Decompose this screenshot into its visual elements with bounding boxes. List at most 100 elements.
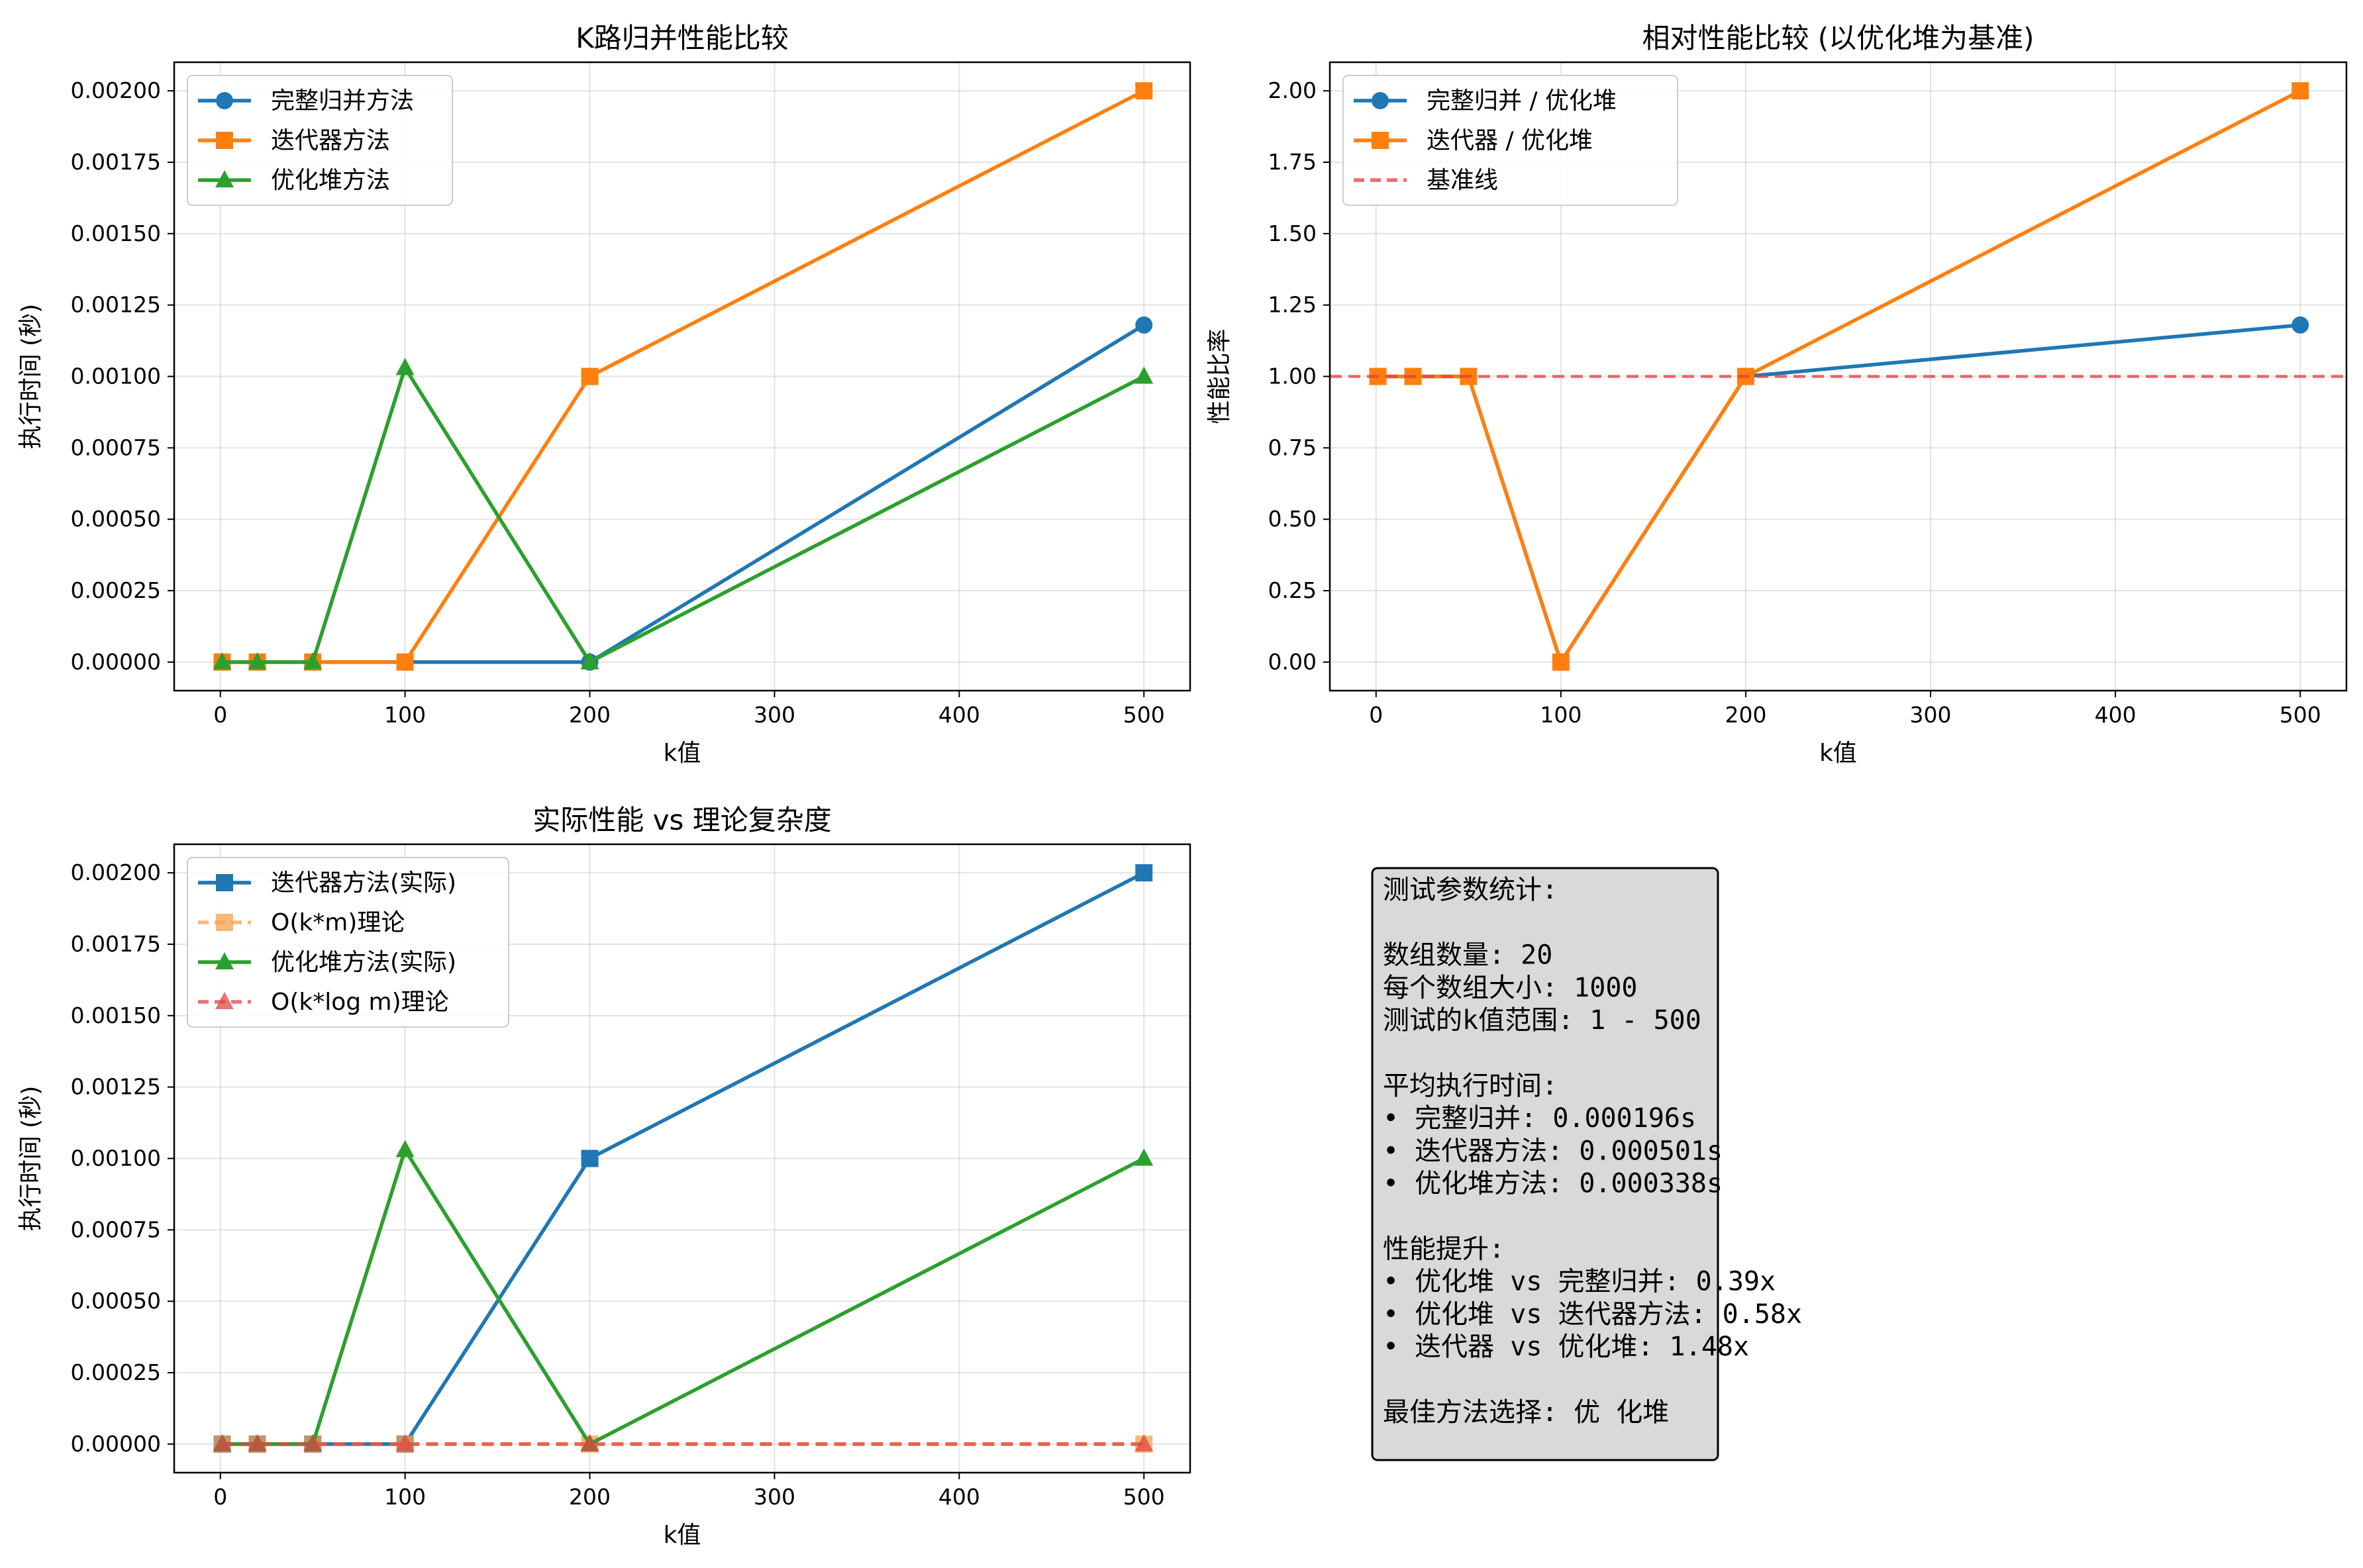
x-tick-label: 300 xyxy=(754,1484,795,1510)
data-point xyxy=(213,652,232,669)
x-tick-label: 0 xyxy=(213,1484,227,1510)
ticks: 0 100 200 300 400 500 0.00 0.25 0.50 0.75 1.00 1.25… xyxy=(1268,77,2321,728)
legend-marker xyxy=(216,874,233,891)
x-tick-label: 200 xyxy=(569,1484,611,1510)
series-line-0 xyxy=(222,323,1145,664)
y-tick-label: 2.00 xyxy=(1268,77,1317,103)
x-tick-label: 400 xyxy=(938,1484,980,1510)
data-point xyxy=(1135,82,1153,100)
x-tick-label: 200 xyxy=(1725,702,1766,728)
y-tick-label: 0.00 xyxy=(1268,649,1317,675)
chart-bottom-left: 0 100 200 300 400 500 0.00000 0.00025 0.00050 0.0… xyxy=(17,804,1191,1549)
legend-box xyxy=(1342,75,1678,206)
y-tick-label: 0.00125 xyxy=(71,1074,161,1100)
legend-label: 优化堆方法(实际) xyxy=(271,949,456,976)
y-tick-label: 0.00200 xyxy=(71,859,161,885)
stats-line: 性能提升: xyxy=(1383,1234,1505,1264)
stats-line: 测试参数统计: xyxy=(1383,875,1558,905)
data-point xyxy=(1134,366,1154,384)
x-tick-label: 500 xyxy=(2280,702,2321,728)
data-point xyxy=(1552,653,1570,671)
y-tick-label: 0.00075 xyxy=(71,434,161,460)
legend-marker xyxy=(1372,92,1389,109)
legend-marker xyxy=(216,132,233,149)
chart-top-left: 0 100 200 300 400 500 0.00000 0.00025 0.00050 0.0… xyxy=(17,22,1191,767)
x-axis-label: k值 xyxy=(1819,740,1857,767)
data-point xyxy=(581,1150,599,1167)
y-tick-label: 0.00100 xyxy=(71,364,161,389)
legend-label: 迭代器 / 优化堆 xyxy=(1427,127,1593,154)
y-tick-label: 0.00050 xyxy=(71,506,161,532)
stats-line: 最佳方法选择: 优 化堆 xyxy=(1383,1397,1669,1428)
data-point xyxy=(248,1434,267,1451)
legend-label: 完整归并 / 优化堆 xyxy=(1427,87,1617,115)
stats-line: • 优化堆 vs 迭代器方法: 0.58x xyxy=(1383,1299,1802,1330)
legend-label: 完整归并方法 xyxy=(271,87,414,115)
plot-frame xyxy=(1329,61,2348,692)
chart-title: K路归并性能比较 xyxy=(576,22,789,54)
series-group xyxy=(1330,82,2346,671)
data-point xyxy=(303,1434,323,1451)
y-tick-label: 0.00150 xyxy=(71,1003,161,1028)
y-tick-label: 0.50 xyxy=(1268,506,1317,532)
data-point xyxy=(213,1434,232,1451)
x-tick-label: 200 xyxy=(569,702,611,728)
y-tick-label: 1.50 xyxy=(1268,220,1317,246)
x-tick-label: 400 xyxy=(2095,702,2137,728)
x-tick-label: 100 xyxy=(384,702,426,728)
legend-label: 迭代器方法 xyxy=(271,127,390,154)
series-line-2 xyxy=(222,366,1145,664)
series-group xyxy=(213,82,1154,671)
stats-line: 测试的k值范围: 1 - 500 xyxy=(1383,1005,1701,1036)
x-tick-label: 500 xyxy=(1123,1484,1165,1510)
data-point xyxy=(1135,864,1153,882)
plot-frame xyxy=(173,843,1191,1474)
stats-line: 每个数组大小: 1000 xyxy=(1383,973,1638,1003)
y-tick-label: 0.00000 xyxy=(71,1431,161,1457)
legend-label: 优化堆方法 xyxy=(271,167,390,194)
y-tick-label: 0.00100 xyxy=(71,1146,161,1171)
data-point xyxy=(580,652,599,669)
series-line-2 xyxy=(222,1148,1145,1446)
data-point xyxy=(1135,316,1153,334)
x-tick-label: 300 xyxy=(1910,702,1952,728)
y-tick-label: 1.25 xyxy=(1268,292,1317,318)
legend-marker xyxy=(216,92,233,109)
y-tick-label: 0.00000 xyxy=(71,649,161,675)
y-tick-label: 0.00125 xyxy=(71,292,161,318)
x-tick-label: 0 xyxy=(213,702,227,728)
y-tick-label: 0.00025 xyxy=(71,577,161,603)
data-point xyxy=(303,652,323,669)
legend-label: 基准线 xyxy=(1427,167,1498,194)
series-group xyxy=(213,864,1154,1453)
chart-top-right: 0 100 200 300 400 500 0.00 0.25 0.50 0.75 1.00 1.25… xyxy=(1206,22,2348,767)
y-tick-label: 0.00075 xyxy=(71,1216,161,1242)
y-axis-label: 性能比率 xyxy=(1206,328,1233,424)
y-tick-label: 0.00175 xyxy=(71,931,161,957)
chart-title: 相对性能比较 (以优化堆为基准) xyxy=(1642,22,2034,54)
data-point xyxy=(395,358,415,375)
x-axis-label: k值 xyxy=(664,740,701,767)
data-point xyxy=(248,652,267,669)
stats-line: 数组数量: 20 xyxy=(1383,940,1552,971)
ticks: 0 100 200 300 400 500 0.00000 0.00025 0.00050 0.0… xyxy=(71,859,1165,1510)
stats-line: • 迭代器方法: 0.000501s xyxy=(1383,1136,1723,1166)
data-point xyxy=(396,653,414,671)
legend-label: O(k*log m)理论 xyxy=(271,989,449,1016)
y-tick-label: 1.75 xyxy=(1268,149,1317,175)
legend-marker xyxy=(216,914,233,931)
y-tick-label: 0.00025 xyxy=(71,1359,161,1385)
data-point xyxy=(2291,316,2309,334)
legend-box xyxy=(187,75,453,206)
stats-line: 平均执行时间: xyxy=(1383,1071,1558,1101)
legend-marker xyxy=(215,952,234,969)
data-point xyxy=(581,368,599,385)
y-tick-label: 0.75 xyxy=(1268,434,1317,460)
legend-marker xyxy=(215,170,234,187)
legend-box xyxy=(187,857,509,1028)
